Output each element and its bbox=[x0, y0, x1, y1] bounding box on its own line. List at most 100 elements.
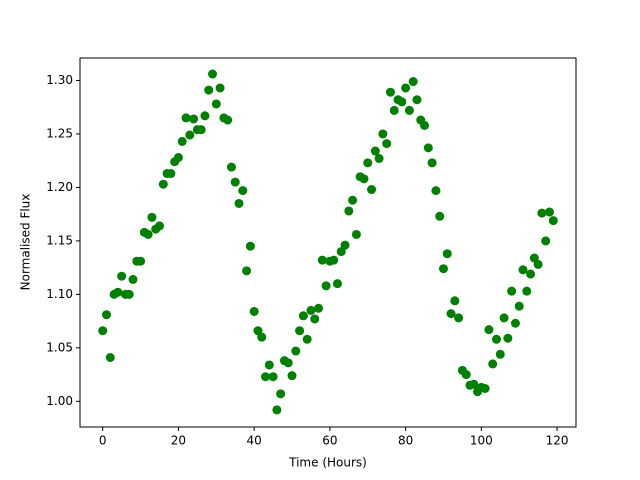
data-point bbox=[102, 310, 112, 320]
data-point bbox=[367, 185, 377, 195]
x-tick-label: 60 bbox=[322, 434, 337, 448]
data-point bbox=[230, 177, 240, 187]
data-point bbox=[484, 325, 494, 335]
data-point bbox=[302, 334, 312, 344]
data-point bbox=[117, 271, 127, 281]
data-point bbox=[401, 83, 411, 93]
data-point bbox=[321, 281, 331, 291]
data-point bbox=[359, 174, 369, 184]
data-point bbox=[200, 111, 210, 121]
data-point bbox=[105, 352, 115, 362]
data-point bbox=[526, 269, 536, 279]
data-point bbox=[295, 326, 305, 336]
data-point bbox=[389, 105, 399, 115]
data-point bbox=[257, 332, 267, 342]
data-point bbox=[181, 113, 191, 123]
data-point bbox=[461, 370, 471, 380]
data-point bbox=[155, 221, 165, 231]
x-tick-label: 80 bbox=[398, 434, 413, 448]
data-point bbox=[211, 99, 221, 109]
data-point bbox=[385, 87, 395, 97]
data-point bbox=[344, 206, 354, 216]
data-point bbox=[287, 371, 297, 381]
data-point bbox=[166, 169, 176, 179]
data-point bbox=[442, 249, 452, 259]
data-point bbox=[404, 105, 414, 115]
data-point bbox=[314, 303, 324, 313]
data-point bbox=[124, 289, 134, 299]
data-point bbox=[431, 186, 441, 196]
data-point bbox=[351, 229, 361, 239]
data-point bbox=[147, 212, 157, 222]
y-tick-label: 1.15 bbox=[46, 233, 73, 247]
data-point bbox=[196, 125, 206, 135]
data-point bbox=[427, 158, 437, 168]
data-point bbox=[113, 287, 123, 297]
data-point bbox=[412, 95, 422, 105]
data-point bbox=[450, 296, 460, 306]
data-point bbox=[514, 301, 524, 311]
data-point bbox=[397, 97, 407, 107]
data-point bbox=[499, 313, 509, 323]
data-point bbox=[249, 306, 259, 316]
data-point bbox=[544, 207, 554, 217]
data-point bbox=[234, 198, 244, 208]
data-point bbox=[276, 389, 286, 399]
data-point bbox=[340, 240, 350, 250]
y-tick-label: 1.00 bbox=[46, 394, 73, 408]
data-point bbox=[518, 265, 528, 275]
data-point bbox=[238, 186, 248, 196]
y-tick-label: 1.25 bbox=[46, 126, 73, 140]
data-point bbox=[128, 274, 138, 284]
data-point bbox=[268, 372, 278, 382]
y-axis-label: Normalised Flux bbox=[19, 194, 33, 291]
plot-frame bbox=[79, 57, 577, 428]
y-tick-label: 1.10 bbox=[46, 287, 73, 301]
data-point bbox=[272, 405, 282, 415]
data-point bbox=[298, 311, 308, 321]
data-point bbox=[306, 305, 316, 315]
data-point bbox=[382, 139, 392, 149]
data-point bbox=[488, 359, 498, 369]
x-tick-label: 20 bbox=[171, 434, 186, 448]
data-point bbox=[283, 358, 293, 368]
data-point bbox=[522, 286, 532, 296]
data-point bbox=[374, 154, 384, 164]
data-point bbox=[370, 146, 380, 156]
data-point bbox=[408, 77, 418, 87]
data-point bbox=[495, 349, 505, 359]
data-point bbox=[223, 115, 233, 125]
data-point bbox=[173, 152, 183, 162]
data-point bbox=[261, 372, 271, 382]
x-axis-label: Time (Hours) bbox=[288, 456, 367, 470]
data-point bbox=[541, 236, 551, 246]
data-point bbox=[503, 333, 513, 343]
data-point bbox=[215, 83, 225, 93]
data-point bbox=[185, 130, 195, 140]
data-point bbox=[143, 229, 153, 239]
data-point bbox=[533, 259, 543, 269]
y-tick-label: 1.05 bbox=[46, 340, 73, 354]
data-point bbox=[378, 129, 388, 139]
data-point bbox=[329, 255, 339, 265]
data-point bbox=[291, 346, 301, 356]
data-point bbox=[242, 266, 252, 276]
data-point bbox=[264, 360, 274, 370]
data-point bbox=[420, 120, 430, 130]
y-tick-label: 1.20 bbox=[46, 180, 73, 194]
data-point bbox=[98, 326, 108, 336]
data-point bbox=[491, 334, 501, 344]
data-point bbox=[208, 69, 218, 79]
x-tick-label: 40 bbox=[247, 434, 262, 448]
data-point bbox=[469, 379, 479, 389]
data-point bbox=[310, 314, 320, 324]
data-point bbox=[537, 208, 547, 218]
data-point bbox=[332, 279, 342, 289]
x-tick-label: 100 bbox=[470, 434, 493, 448]
data-point bbox=[189, 114, 199, 124]
data-point bbox=[435, 211, 445, 221]
data-point bbox=[177, 136, 187, 146]
data-point bbox=[363, 158, 373, 168]
